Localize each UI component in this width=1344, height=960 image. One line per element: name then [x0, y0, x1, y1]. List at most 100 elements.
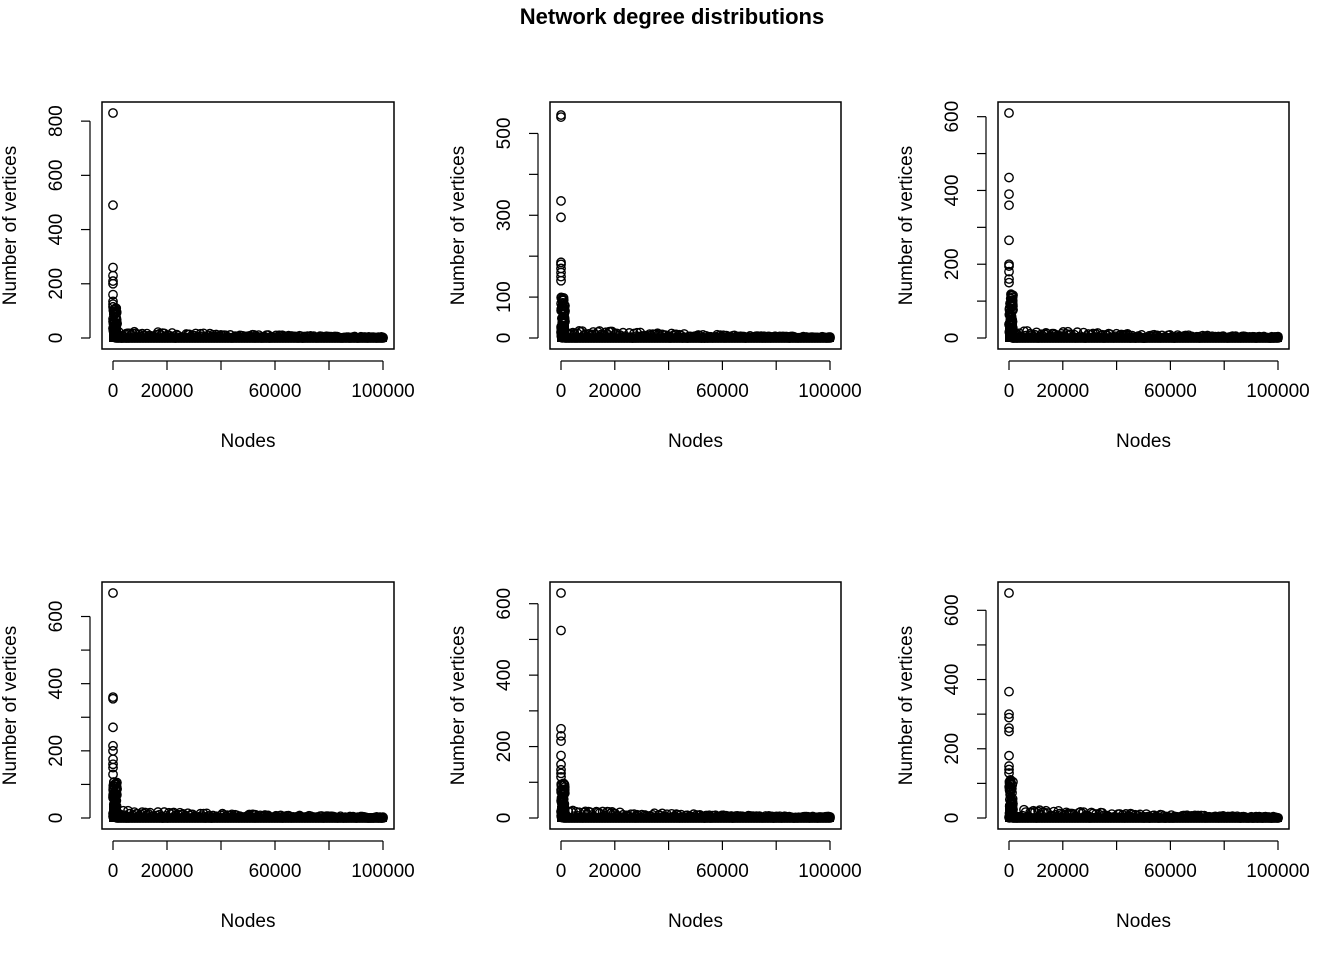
- data-point-band: [109, 336, 387, 342]
- data-point: [556, 196, 566, 206]
- y-tick-label: 300: [494, 199, 515, 231]
- data-point-band: [1005, 815, 1282, 822]
- x-tick-label: 20000: [1036, 861, 1089, 882]
- x-tick-label: 60000: [249, 381, 302, 402]
- data-point: [556, 795, 567, 806]
- data-point: [1004, 189, 1014, 200]
- data-point: [1004, 723, 1014, 733]
- y-tick-label: 200: [494, 731, 515, 763]
- x-tick-label: 0: [556, 381, 567, 402]
- x-tick-label: 20000: [141, 381, 194, 402]
- data-point: [108, 276, 118, 286]
- data-point: [1005, 776, 1016, 787]
- x-tick-label: 60000: [249, 861, 302, 882]
- y-tick-label: 100: [494, 281, 515, 313]
- plot-frame: [997, 581, 1290, 830]
- data-point: [556, 730, 566, 741]
- data-point: [108, 693, 118, 704]
- data-point: [1007, 793, 1018, 804]
- x-tick-label: 0: [1004, 381, 1015, 402]
- y-tick-label: 0: [942, 813, 963, 824]
- data-point: [1004, 200, 1014, 211]
- x-tick-label: 0: [108, 861, 119, 882]
- y-axis-label: Number of vertices: [448, 146, 469, 305]
- data-point: [1004, 277, 1014, 288]
- data-point: [556, 112, 566, 122]
- x-tick-label: 60000: [1144, 381, 1197, 402]
- data-point: [108, 289, 118, 300]
- figure-title: Network degree distributions: [519, 4, 825, 29]
- data-point-band: [1005, 335, 1282, 342]
- data-point: [108, 588, 118, 598]
- data-point: [108, 745, 118, 756]
- x-tick-label: 20000: [588, 861, 641, 882]
- plot-frame: [549, 581, 842, 830]
- data-point: [110, 308, 121, 319]
- data-point: [1004, 235, 1014, 246]
- y-axis-label: Number of vertices: [0, 146, 21, 305]
- scatter-panel-1: 0 20000 60000 100000 0 200 400 600 800 Nodes Numbe…: [0, 101, 415, 452]
- data-point: [1004, 709, 1014, 720]
- x-tick-label: 60000: [1144, 861, 1197, 882]
- y-tick-label: 200: [942, 248, 963, 280]
- x-axis-label: Nodes: [1116, 431, 1171, 452]
- x-tick-label: 100000: [798, 861, 861, 882]
- y-tick-label: 0: [494, 813, 515, 824]
- x-axis-label: Nodes: [668, 911, 723, 932]
- y-axis-label: Number of vertices: [0, 626, 21, 785]
- y-tick-label: 800: [46, 105, 67, 137]
- x-tick-label: 20000: [1036, 381, 1089, 402]
- data-point: [108, 722, 118, 733]
- y-tick-label: 400: [46, 668, 67, 700]
- data-point: [1004, 261, 1014, 271]
- data-point: [108, 759, 118, 770]
- y-tick-label: 400: [46, 214, 67, 246]
- y-tick-label: 400: [942, 664, 963, 696]
- data-point: [1004, 781, 1015, 792]
- x-tick-label: 100000: [798, 381, 861, 402]
- y-tick-label: 600: [46, 159, 67, 191]
- data-point: [1004, 686, 1014, 697]
- data-point: [108, 740, 118, 751]
- scatter-panel-2: 0 20000 60000 100000 0 100 300 500 Nodes Number o…: [448, 101, 862, 452]
- data-point-band: [109, 815, 387, 822]
- x-tick-label: 100000: [1246, 381, 1309, 402]
- data-point-band: [557, 323, 569, 342]
- data-point: [556, 723, 566, 734]
- data-point: [108, 278, 118, 289]
- y-tick-label: 0: [942, 333, 963, 344]
- plot-frame: [101, 581, 395, 830]
- data-point: [557, 293, 568, 304]
- data-point: [110, 785, 121, 796]
- x-axis-label: Nodes: [1116, 911, 1171, 932]
- data-point: [556, 764, 566, 775]
- y-axis-label: Number of vertices: [448, 626, 469, 785]
- x-tick-label: 0: [556, 861, 567, 882]
- data-point: [1004, 274, 1014, 284]
- data-point: [108, 762, 118, 773]
- data-point: [1004, 266, 1014, 277]
- x-axis-label: Nodes: [221, 911, 276, 932]
- x-tick-label: 60000: [696, 861, 749, 882]
- data-point: [1004, 761, 1014, 771]
- data-point: [111, 303, 122, 314]
- x-tick-label: 0: [1004, 861, 1015, 882]
- data-point-band: [109, 805, 121, 822]
- data-point: [1004, 588, 1014, 598]
- data-point: [1006, 290, 1017, 301]
- data-point: [108, 200, 118, 211]
- y-tick-label: 0: [494, 333, 515, 344]
- x-tick-label: 100000: [351, 861, 414, 882]
- x-tick-label: 20000: [141, 861, 194, 882]
- data-point: [556, 275, 566, 286]
- x-tick-label: 0: [108, 381, 119, 402]
- data-point: [556, 625, 566, 636]
- data-point: [1004, 726, 1014, 737]
- x-tick-label: 20000: [588, 381, 641, 402]
- data-point-band: [1005, 803, 1017, 822]
- plot-frame: [549, 101, 842, 350]
- y-tick-label: 600: [494, 588, 515, 620]
- data-point: [556, 588, 566, 598]
- data-point-band: [1005, 322, 1017, 342]
